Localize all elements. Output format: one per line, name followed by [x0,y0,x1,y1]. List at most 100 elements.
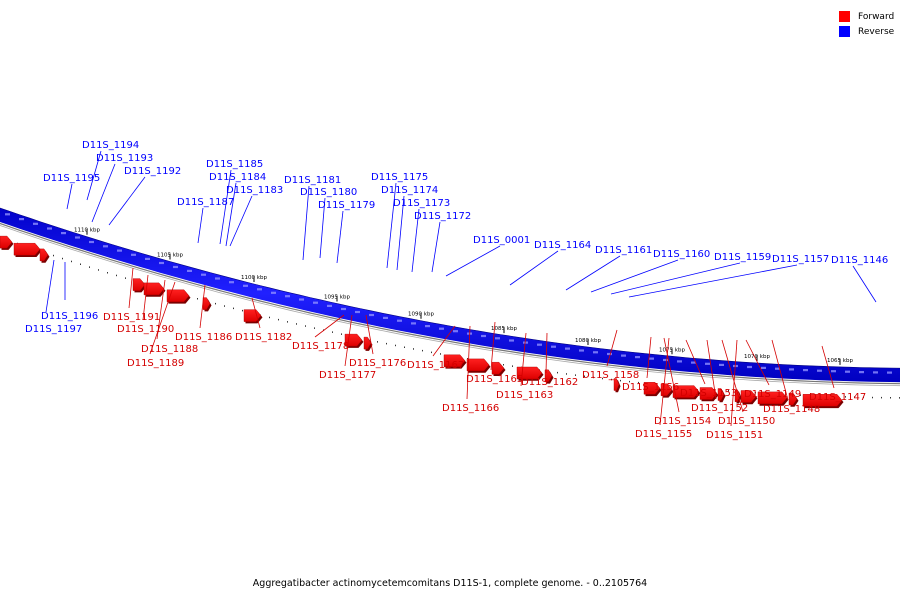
reverse-gene-label[interactable]: D11S_1179 [318,200,375,211]
forward-gene-label[interactable]: D11S_1189 [127,358,184,369]
forward-gene-label[interactable]: D11S_1153 [680,388,737,399]
scale-dot [395,344,396,347]
band-segment-mark [145,257,150,260]
forward-gene-arrow[interactable] [672,385,700,398]
forward-leader-line [659,337,670,426]
reverse-gene-label[interactable]: D11S_1196 [41,311,98,322]
forward-leader-line [821,345,835,389]
reverse-gene-label[interactable]: D11S_1172 [414,211,471,222]
reverse-leader-line [610,262,741,295]
forward-gene-label[interactable]: D11S_1166 [442,403,499,414]
forward-gene-label[interactable]: D11S_1152 [691,403,748,414]
forward-leader-line [365,314,374,355]
reverse-gene-label[interactable]: D11S_1157 [772,254,829,265]
band-segment-mark [47,227,52,230]
forward-gene-arrow[interactable] [132,278,146,291]
reverse-gene-label[interactable]: D11S_1183 [226,185,283,196]
reverse-gene-label[interactable]: D11S_1161 [595,245,652,256]
forward-gene-label[interactable]: D11S_1154 [654,416,711,427]
band-segment-mark [201,273,206,276]
forward-gene-label[interactable]: D11S_1162 [521,377,578,388]
forward-gene-label[interactable]: D11S_1149 [744,389,801,400]
forward-gene-label[interactable]: D11S_1156 [622,382,679,393]
forward-gene-label[interactable]: D11S_1190 [117,324,174,335]
forward-gene-arrow[interactable] [544,369,553,382]
reverse-gene-label[interactable]: D11S_1192 [124,166,181,177]
forward-gene-arrow[interactable] [699,387,718,400]
forward-gene-arrow[interactable] [643,382,661,395]
forward-gene-label[interactable]: D11S_1176 [349,358,406,369]
scale-dot [224,305,225,307]
forward-gene-arrow[interactable] [39,248,49,262]
reverse-swatch [839,26,850,37]
forward-gene-arrow[interactable] [243,309,262,322]
forward-gene-label[interactable]: D11S_1178 [292,341,349,352]
band-segment-mark [159,261,164,265]
forward-gene-arrow[interactable] [466,358,490,372]
forward-gene-label[interactable]: D11S_1165 [466,374,523,385]
forward-gene-label[interactable]: D11S_1151 [706,430,763,441]
forward-gene-label[interactable]: D11S_1155 [635,429,692,440]
forward-gene-label[interactable]: D11S_1147 [809,392,866,403]
scale-dot [197,298,198,300]
legend-item-forward: Forward [839,9,894,24]
reverse-gene-label[interactable]: D11S_0001 [473,235,530,246]
tick-label: 1075 kbp [659,347,685,353]
reverse-gene-label[interactable]: D11S_1185 [206,159,263,170]
forward-gene-arrow[interactable] [717,388,725,401]
band-segment-mark [579,349,584,352]
scale-dot [854,396,855,398]
forward-gene-arrow[interactable] [202,297,211,310]
reverse-gene-label[interactable]: D11S_1180 [300,187,357,198]
reverse-gene-label[interactable]: D11S_1160 [653,249,710,260]
reverse-gene-label[interactable]: D11S_1159 [714,252,771,263]
forward-gene-arrow[interactable] [363,336,372,350]
reverse-gene-label[interactable]: D11S_1164 [534,240,591,251]
forward-gene-arrow[interactable] [516,366,543,380]
tick-label: 1065 kbp [827,358,853,364]
forward-gene-arrow[interactable] [0,235,13,249]
scale-dot [98,269,99,271]
band-segment-mark [691,361,696,364]
reverse-gene-label[interactable]: D11S_1146 [831,255,888,266]
forward-gene-arrow[interactable] [788,392,798,406]
forward-gene-arrow[interactable] [166,289,190,302]
forward-gene-arrow[interactable] [143,282,165,296]
reverse-gene-label[interactable]: D11S_1194 [82,140,139,151]
forward-gene-arrow[interactable] [740,390,757,403]
legend-label-forward: Forward [858,11,895,22]
reverse-gene-label[interactable]: D11S_1184 [209,172,266,183]
forward-gene-arrow[interactable] [613,378,620,391]
forward-gene-arrow[interactable] [443,354,466,367]
reverse-gene-label[interactable]: D11S_1193 [96,153,153,164]
forward-gene-label[interactable]: D11S_1148 [763,404,820,415]
reverse-gene-label[interactable]: D11S_1173 [393,198,450,209]
reverse-gene-label[interactable]: D11S_1187 [177,197,234,208]
forward-gene-arrow[interactable] [757,391,788,405]
forward-gene-arrow[interactable] [802,394,843,407]
forward-gene-label[interactable]: D11S_1150 [718,416,775,427]
scale-dot [575,374,576,376]
forward-gene-label[interactable]: D11S_1177 [319,370,376,381]
reverse-gene-label[interactable]: D11S_1197 [25,324,82,335]
forward-gene-arrow[interactable] [13,243,41,256]
forward-gene-label[interactable]: D11S_1158 [582,370,639,381]
reverse-gene-label[interactable]: D11S_1175 [371,172,428,183]
reverse-gene-label[interactable]: D11S_1181 [284,175,341,186]
scale-dot [278,318,279,321]
forward-leader-line [251,297,261,329]
band-segment-mark [845,370,850,373]
forward-gene-label[interactable]: D11S_1191 [103,312,160,323]
reverse-gene-label[interactable]: D11S_1195 [43,173,100,184]
forward-gene-label[interactable]: D11S_1167 [407,360,464,371]
forward-gene-label[interactable]: D11S_1182 [235,332,292,343]
band-segment-mark [439,327,444,330]
reverse-gene-label[interactable]: D11S_1174 [381,185,438,196]
forward-gene-label[interactable]: D11S_1188 [141,344,198,355]
forward-leader-line [466,325,471,400]
band-segment-mark [719,363,724,366]
forward-gene-label[interactable]: D11S_1186 [175,332,232,343]
forward-gene-arrow[interactable] [491,362,505,375]
forward-gene-label[interactable]: D11S_1163 [496,390,553,401]
